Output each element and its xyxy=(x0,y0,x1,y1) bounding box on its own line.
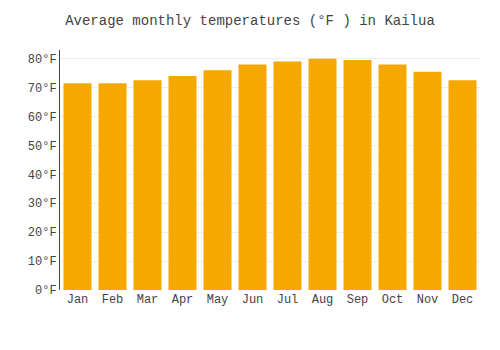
svg-text:Average monthly temperatures (: Average monthly temperatures (°F ) in Ka… xyxy=(65,13,435,29)
svg-text:Mar: Mar xyxy=(137,293,159,307)
svg-text:Oct: Oct xyxy=(382,293,404,307)
svg-text:Apr: Apr xyxy=(172,293,194,307)
svg-text:Aug: Aug xyxy=(312,293,334,307)
svg-text:Jan: Jan xyxy=(67,293,89,307)
svg-text:Jul: Jul xyxy=(277,293,299,307)
svg-text:70°F: 70°F xyxy=(28,82,57,96)
svg-text:20°F: 20°F xyxy=(28,226,57,240)
svg-text:50°F: 50°F xyxy=(28,140,57,154)
svg-text:30°F: 30°F xyxy=(28,197,57,211)
svg-text:Jun: Jun xyxy=(242,293,264,307)
svg-text:10°F: 10°F xyxy=(28,255,57,269)
svg-text:Nov: Nov xyxy=(417,293,439,307)
svg-text:60°F: 60°F xyxy=(28,111,57,125)
svg-text:0°F: 0°F xyxy=(35,284,57,298)
svg-text:80°F: 80°F xyxy=(28,53,57,67)
svg-text:May: May xyxy=(207,293,229,307)
svg-text:Dec: Dec xyxy=(452,293,474,307)
svg-text:40°F: 40°F xyxy=(28,169,57,183)
svg-text:Sep: Sep xyxy=(347,293,369,307)
svg-text:Feb: Feb xyxy=(102,293,124,307)
